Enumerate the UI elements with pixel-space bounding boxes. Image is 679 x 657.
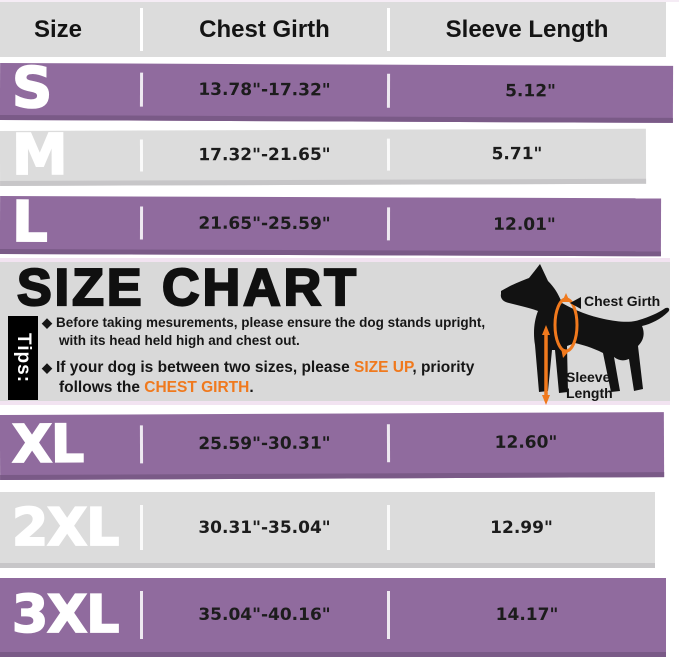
column-divider: [139, 72, 144, 107]
column-divider: [387, 504, 390, 551]
label-pointer-icon: [570, 297, 581, 309]
arrowhead-up: [542, 325, 550, 335]
column-divider: [139, 425, 144, 464]
size-letter: 3XL: [11, 585, 120, 645]
chest-girth-value: 17.32"-21.65": [198, 144, 331, 166]
size-label: 3XL: [0, 578, 141, 652]
column-divider: [140, 504, 143, 551]
sleeve-length-value: 5.71": [491, 144, 543, 165]
column-divider: [386, 138, 391, 171]
size-label: L: [0, 189, 141, 256]
sleeve-label-line2: Length: [566, 385, 613, 401]
sleeve-length-value: 12.99": [490, 517, 553, 538]
column-divider: [140, 8, 143, 51]
table-row-s: S 13.78"-17.32" 5.12": [0, 55, 674, 123]
header-size: Size: [34, 15, 83, 43]
header-sleeve-length: Sleeve Length: [445, 15, 609, 43]
sleeve-length-value: 12.60": [494, 432, 558, 453]
column-divider: [140, 591, 143, 639]
diamond-bullet-icon: ◆: [42, 360, 52, 375]
table-row-l: L 21.65"-25.59" 12.01": [0, 189, 662, 257]
sleeve-length-value: 5.12": [505, 81, 556, 102]
size-up-highlight: SIZE UP: [354, 359, 413, 376]
tips-label: Tips:: [13, 332, 34, 384]
size-letter: L: [11, 189, 48, 256]
table-header-row: Size Chest Girth Sleeve Length: [0, 2, 666, 57]
dog-measurement-diagram: Chest Girth Sleeve Length: [486, 251, 679, 413]
size-letter: S: [11, 55, 52, 122]
chest-girth-label: Chest Girth: [584, 293, 660, 309]
column-divider: [139, 139, 144, 172]
table-row-2xl: 2XL 30.31"-35.04" 12.99": [0, 492, 655, 568]
sleeve-label-line1: Sleeve: [566, 369, 611, 385]
chest-girth-value: 25.59"-30.31": [198, 433, 331, 455]
header-chest-girth: Chest Girth: [199, 15, 330, 43]
size-label: 2XL: [0, 492, 141, 563]
sleeve-length-value: 14.17": [495, 605, 559, 625]
tip-2: ◆ If your dog is between two sizes, pleas…: [42, 359, 475, 396]
column-divider: [387, 591, 390, 639]
chest-girth-value: 21.65"-25.59": [198, 213, 331, 234]
size-letter: XL: [11, 414, 84, 476]
table-row-3xl: 3XL 35.04"-40.16" 14.17": [0, 578, 666, 657]
dog-silhouette-icon: [500, 264, 670, 393]
column-divider: [386, 206, 391, 241]
chest-girth-value: 30.31"-35.04": [198, 517, 331, 538]
tips-badge: Tips:: [8, 316, 38, 400]
top-accent-line: [0, 0, 679, 2]
sleeve-length-value: 12.01": [493, 214, 556, 235]
chest-girth-highlight: CHEST GIRTH: [144, 379, 250, 396]
arrowhead-down: [542, 395, 550, 405]
diamond-bullet-icon: ◆: [42, 315, 52, 330]
size-label: XL: [0, 414, 141, 476]
table-row-xl: XL 25.59"-30.31" 12.60": [0, 412, 665, 480]
size-letter: 2XL: [11, 497, 120, 558]
ellipse-arrowhead-top: [562, 293, 570, 302]
chest-girth-value: 35.04"-40.16": [198, 605, 331, 625]
size-label: M: [0, 122, 141, 189]
panel-title: SIZE CHART: [16, 258, 359, 318]
column-divider: [387, 8, 390, 51]
size-label: S: [0, 55, 141, 122]
chest-girth-value: 13.78"-17.32": [198, 79, 331, 101]
size-letter: M: [11, 122, 68, 189]
table-row-m: M 17.32"-21.65" 5.71": [0, 122, 647, 189]
column-divider: [386, 424, 391, 463]
tip-1: ◆ Before taking mesurements, please ensur…: [42, 315, 486, 348]
column-divider: [139, 206, 144, 240]
column-divider: [386, 74, 391, 108]
ellipse-arrowhead-bottom: [561, 348, 569, 358]
